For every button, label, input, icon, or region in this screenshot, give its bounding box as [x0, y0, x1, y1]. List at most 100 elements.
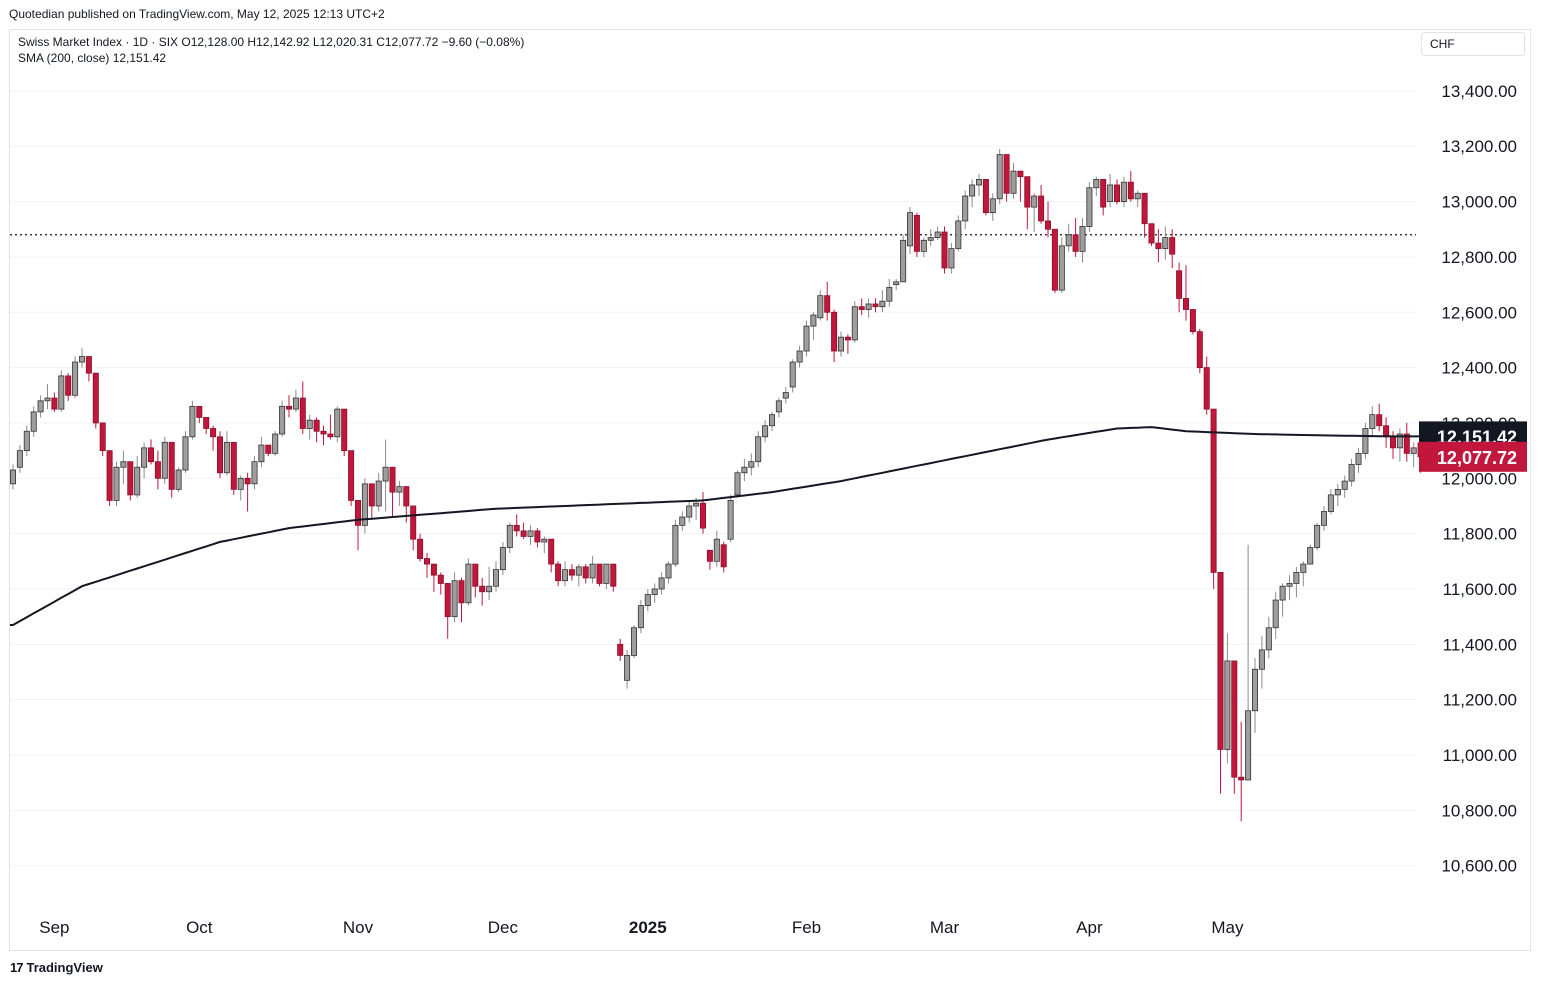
candle-body: [1114, 184, 1121, 202]
candle-body: [1327, 494, 1334, 512]
candle-body: [796, 350, 803, 363]
x-tick-label: Oct: [186, 918, 213, 937]
y-tick-label: 13,000.00: [1441, 193, 1517, 212]
sma-legend[interactable]: SMA (200, close) 12,151.42: [18, 51, 167, 65]
candle: [154, 450, 161, 490]
candle: [865, 298, 872, 318]
candle-body: [272, 433, 279, 454]
candle-body: [382, 466, 389, 482]
candle-body: [755, 436, 762, 463]
candle: [99, 422, 106, 457]
candle-body: [982, 179, 989, 214]
candle-body: [1093, 179, 1100, 189]
candle: [44, 384, 51, 410]
symbol-legend[interactable]: Swiss Market Index · 1D · SIX O12,128.00…: [18, 35, 525, 49]
candle: [1321, 505, 1328, 531]
x-tick-label: Sep: [39, 918, 69, 937]
candle-body: [893, 281, 900, 285]
candle: [872, 298, 879, 313]
currency-selector[interactable]: CHF: [1421, 32, 1525, 56]
candle: [927, 229, 934, 246]
candle: [175, 467, 182, 493]
candle: [582, 564, 589, 584]
gridlines: [10, 90, 1416, 867]
candle: [9, 464, 16, 490]
candle: [16, 445, 23, 473]
candle: [886, 279, 893, 307]
candle-body: [486, 585, 493, 593]
candle: [65, 373, 72, 401]
tradingview-text: TradingView: [26, 960, 103, 975]
candle: [1403, 422, 1410, 462]
candle-body: [320, 430, 327, 435]
candle-body: [1169, 237, 1176, 255]
candle: [1024, 176, 1031, 230]
candle-body: [775, 400, 782, 413]
candle-body: [1217, 571, 1224, 750]
candle: [775, 398, 782, 418]
candle: [299, 381, 306, 435]
candle: [396, 481, 403, 506]
x-tick-label: Mar: [930, 918, 960, 937]
candle-body: [665, 563, 672, 579]
candle-body: [327, 433, 334, 438]
price-tag: 12,077.72: [1419, 441, 1527, 472]
candle: [285, 395, 292, 418]
candle-body: [624, 655, 631, 681]
candle: [1341, 475, 1348, 498]
candle: [1300, 561, 1307, 587]
candle: [1314, 522, 1321, 551]
candle: [1272, 591, 1279, 639]
candle-body: [279, 405, 286, 435]
price-tag-text: 12,077.72: [1437, 448, 1517, 468]
candle: [879, 290, 886, 313]
candle: [1045, 201, 1052, 238]
candle: [596, 563, 603, 587]
candle: [1162, 226, 1169, 260]
candle: [423, 553, 430, 578]
candle-body: [472, 563, 479, 587]
candle: [589, 555, 596, 584]
candle-body: [1031, 195, 1038, 208]
publisher-line: Quotedian published on TradingView.com, …: [9, 7, 385, 21]
candle: [610, 563, 617, 592]
candle-body: [782, 392, 789, 399]
footer-brand[interactable]: 17 TradingView: [10, 960, 103, 975]
candle-body: [175, 469, 182, 490]
candle-body: [368, 483, 375, 507]
candle-body: [817, 295, 824, 319]
candle: [389, 466, 396, 518]
candle-body: [1010, 170, 1017, 194]
candle-body: [789, 361, 796, 388]
candle: [858, 298, 865, 316]
candle-body: [1383, 425, 1390, 438]
candle-body: [154, 461, 161, 479]
candle-body: [216, 436, 223, 474]
candle: [700, 492, 707, 534]
candle-body: [658, 577, 665, 590]
candle: [1065, 223, 1072, 252]
candle-body: [106, 450, 113, 501]
candle: [486, 566, 493, 601]
candle: [686, 500, 693, 523]
candle: [644, 588, 651, 612]
candle-body: [1065, 234, 1072, 247]
candle: [327, 414, 334, 440]
candle-body: [1058, 245, 1065, 291]
candle-body: [37, 400, 44, 413]
y-tick-label: 13,400.00: [1441, 82, 1517, 101]
candle-body: [748, 461, 755, 468]
candle-body: [189, 405, 196, 438]
candle: [341, 408, 348, 457]
candle-body: [672, 524, 679, 565]
candle-body: [513, 524, 520, 532]
candle: [541, 536, 548, 554]
candle: [893, 279, 900, 291]
candle-body: [1045, 220, 1052, 230]
x-tick-label: Feb: [792, 918, 821, 937]
candle: [230, 441, 237, 495]
candle-body: [1341, 480, 1348, 490]
candle-body: [417, 538, 424, 559]
